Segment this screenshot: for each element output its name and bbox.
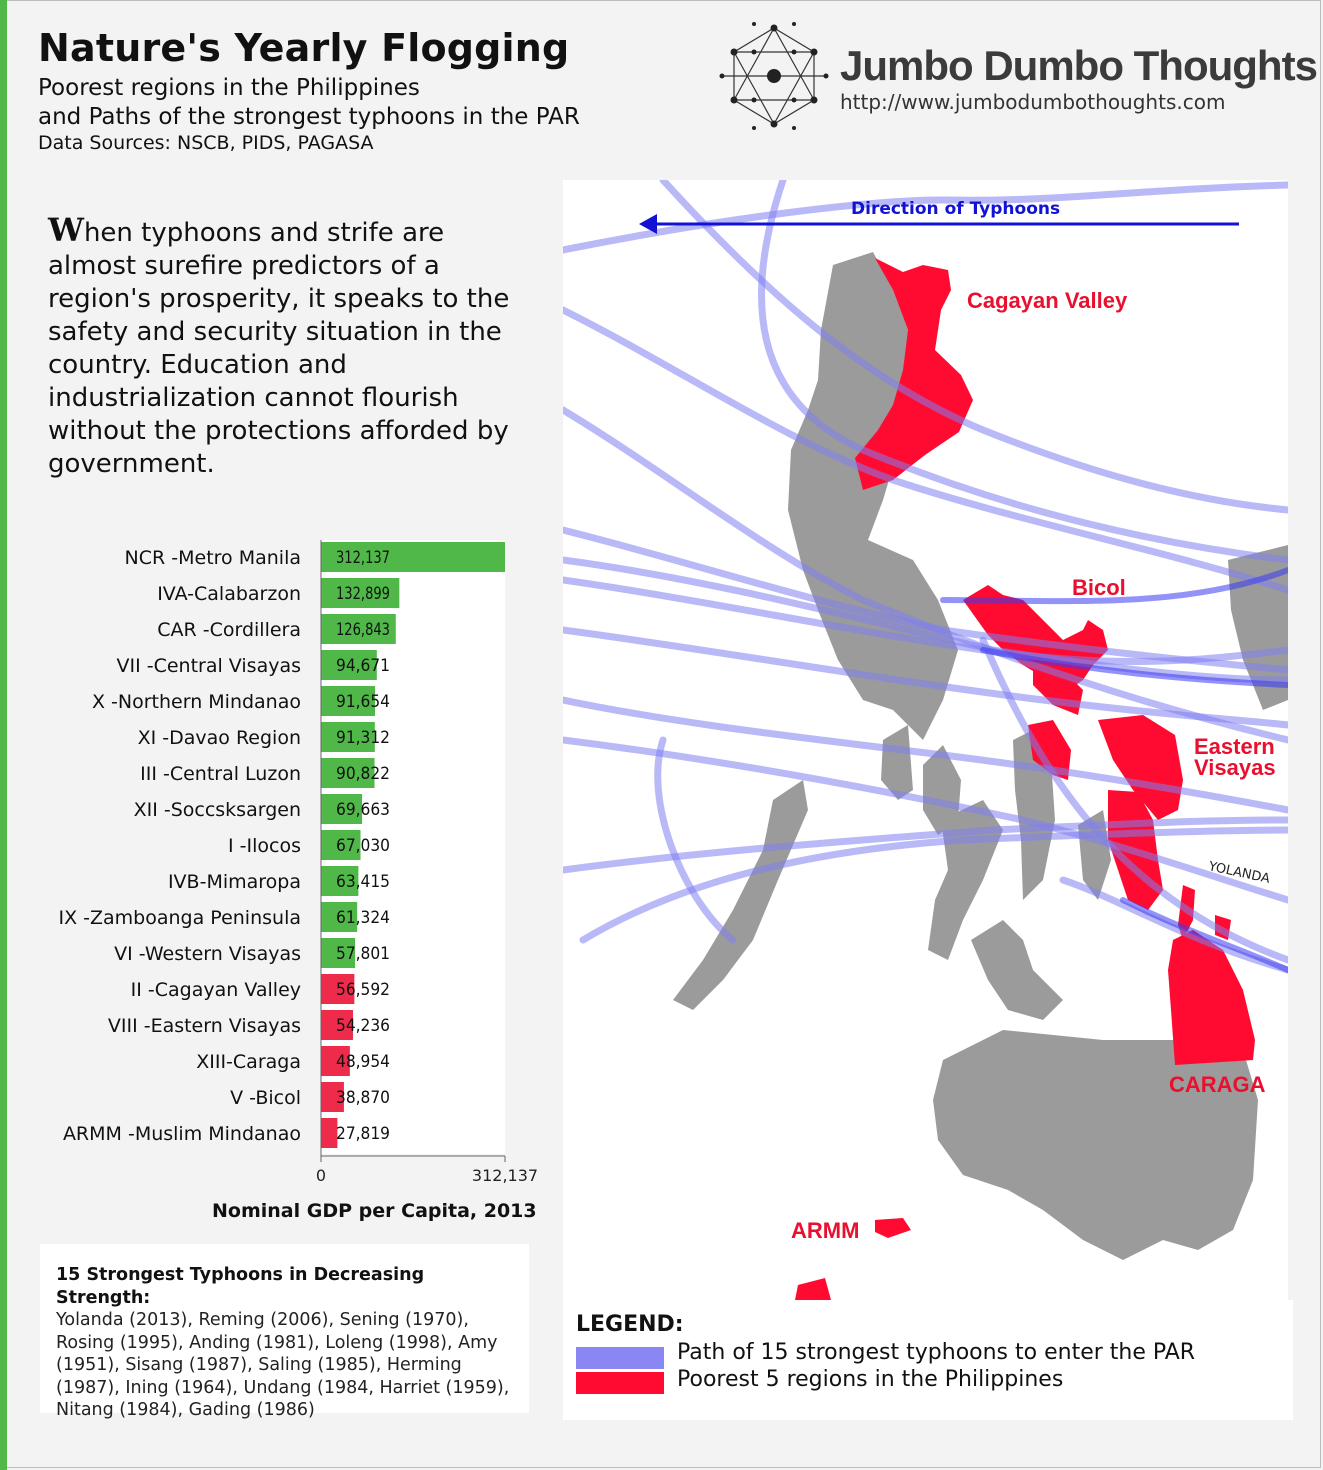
legend-title: LEGEND: — [576, 1312, 684, 1337]
bar-5 — [321, 686, 376, 716]
bar-6 — [321, 722, 375, 752]
value-label: 61,324 — [336, 908, 390, 928]
label-cagayan-valley: Cagayan Valley — [967, 288, 1128, 313]
value-label: 38,870 — [336, 1088, 390, 1108]
typhoon-paths-strong — [940, 567, 1288, 973]
value-label: 27,819 — [336, 1124, 390, 1144]
brand-url[interactable]: http://www.jumbodumbothoughts.com — [840, 90, 1226, 114]
network-logo-icon — [719, 22, 829, 130]
bar-17 — [321, 1118, 338, 1148]
legend: LEGEND: Path of 15 strongest typhoons to… — [563, 1300, 1293, 1420]
page-title: Nature's Yearly Flogging — [38, 26, 570, 70]
bar-7 — [321, 758, 375, 788]
category-label: V -Bicol — [230, 1087, 301, 1109]
intro-text: hen typhoons and strife are almost suref… — [48, 218, 510, 479]
x-tick-label-min: 0 — [316, 1166, 326, 1185]
category-label: XIII-Caraga — [196, 1051, 301, 1073]
category-label: II -Cagayan Valley — [131, 979, 301, 1001]
category-label: I -Ilocos — [228, 835, 301, 857]
intro-paragraph: When typhoons and strife are almost sure… — [48, 214, 518, 481]
bar-8 — [321, 794, 363, 824]
data-sources: Data Sources: NSCB, PIDS, PAGASA — [38, 132, 374, 154]
value-label: 126,843 — [336, 620, 390, 640]
page-frame — [7, 0, 1321, 1468]
philippines-map: Direction of Typhoons Cagayan Valley Bic… — [563, 180, 1288, 1300]
category-label: VII -Central Visayas — [116, 655, 301, 677]
map-panel: Direction of Typhoons Cagayan Valley Bic… — [563, 180, 1288, 1300]
chart-title: Nominal GDP per Capita, 2013 — [212, 1200, 537, 1222]
bar-10 — [321, 866, 359, 896]
eastern-visayas-samar — [1098, 715, 1183, 820]
category-label: NCR -Metro Manila — [125, 547, 301, 569]
legend-poor-label: Poorest 5 regions in the Philippines — [677, 1367, 1064, 1392]
value-label: 67,030 — [336, 836, 390, 856]
typhoon-list-box: 15 Strongest Typhoons in Decreasing Stre… — [40, 1244, 529, 1420]
legend-poor-swatch — [576, 1372, 664, 1394]
category-label: X -Northern Mindanao — [92, 691, 301, 713]
intro-dropcap: W — [48, 211, 84, 249]
eastern-visayas-biliran — [1028, 720, 1071, 780]
bar-12 — [321, 938, 356, 968]
category-label: IX -Zamboanga Peninsula — [59, 907, 302, 929]
accent-bar — [0, 0, 7, 1470]
bar-13 — [321, 974, 355, 1004]
typhoon-list-heading: 15 Strongest Typhoons in Decreasing Stre… — [56, 1265, 425, 1308]
category-label: ARMM -Muslim Mindanao — [63, 1123, 301, 1145]
cagayan-valley-region — [855, 258, 973, 490]
value-label: 91,312 — [336, 728, 390, 748]
label-armm: ARMM — [791, 1218, 859, 1243]
value-label: 90,822 — [336, 764, 390, 784]
subtitle-line-2: and Paths of the strongest typhoons in t… — [38, 104, 580, 130]
category-label: IVA-Calabarzon — [157, 583, 301, 605]
label-eastern: Eastern — [1194, 734, 1275, 759]
value-label: 312,137 — [336, 548, 390, 568]
bar-15 — [321, 1046, 350, 1076]
direction-label: Direction of Typhoons — [851, 199, 1060, 219]
category-label: VI -Western Visayas — [114, 943, 301, 965]
category-label: IVB-Mimaropa — [168, 871, 301, 893]
typhoon-list-text: Yolanda (2013), Reming (2006), Sening (1… — [56, 1310, 510, 1420]
direction-arrow — [639, 214, 1239, 234]
subtitle-line-1: Poorest regions in the Philippines — [38, 75, 420, 101]
bar-2 — [321, 578, 400, 608]
value-label: 48,954 — [336, 1052, 390, 1072]
value-label: 69,663 — [336, 800, 390, 820]
value-label: 54,236 — [336, 1016, 390, 1036]
category-label: III -Central Luzon — [140, 763, 301, 785]
bar-14 — [321, 1010, 353, 1040]
value-label: 94,671 — [336, 656, 390, 676]
x-tick-label-max: 312,137 — [472, 1166, 538, 1185]
value-label: 56,592 — [336, 980, 390, 1000]
bar-11 — [321, 902, 358, 932]
category-label: XII -Soccsksargen — [134, 799, 301, 821]
label-bicol: Bicol — [1072, 575, 1126, 600]
legend-path-swatch — [576, 1347, 664, 1369]
bar-4 — [321, 650, 377, 680]
armm-region-south — [795, 1278, 831, 1300]
brand-name: Jumbo Dumbo Thoughts — [840, 42, 1318, 89]
category-label: CAR -Cordillera — [157, 619, 301, 641]
label-caraga: CARAGA — [1169, 1072, 1266, 1097]
bar-3 — [321, 614, 396, 644]
label-visayas: Visayas — [1194, 755, 1276, 780]
category-label: VIII -Eastern Visayas — [108, 1015, 301, 1037]
legend-path-label: Path of 15 strongest typhoons to enter t… — [677, 1340, 1196, 1365]
category-label: XI -Davao Region — [138, 727, 301, 749]
armm-region — [875, 1218, 911, 1238]
value-label: 57,801 — [336, 944, 390, 964]
value-label: 63,415 — [336, 872, 390, 892]
gdp-bar-chart: NCR -Metro Manila 312,137 IVA-Calabarzon 13… — [59, 540, 538, 1185]
bar-1 — [321, 542, 505, 572]
bar-16 — [321, 1082, 344, 1112]
value-label: 91,654 — [336, 692, 390, 712]
caraga-region — [1168, 930, 1255, 1065]
bar-9 — [321, 830, 361, 860]
value-label: 132,899 — [336, 584, 390, 604]
